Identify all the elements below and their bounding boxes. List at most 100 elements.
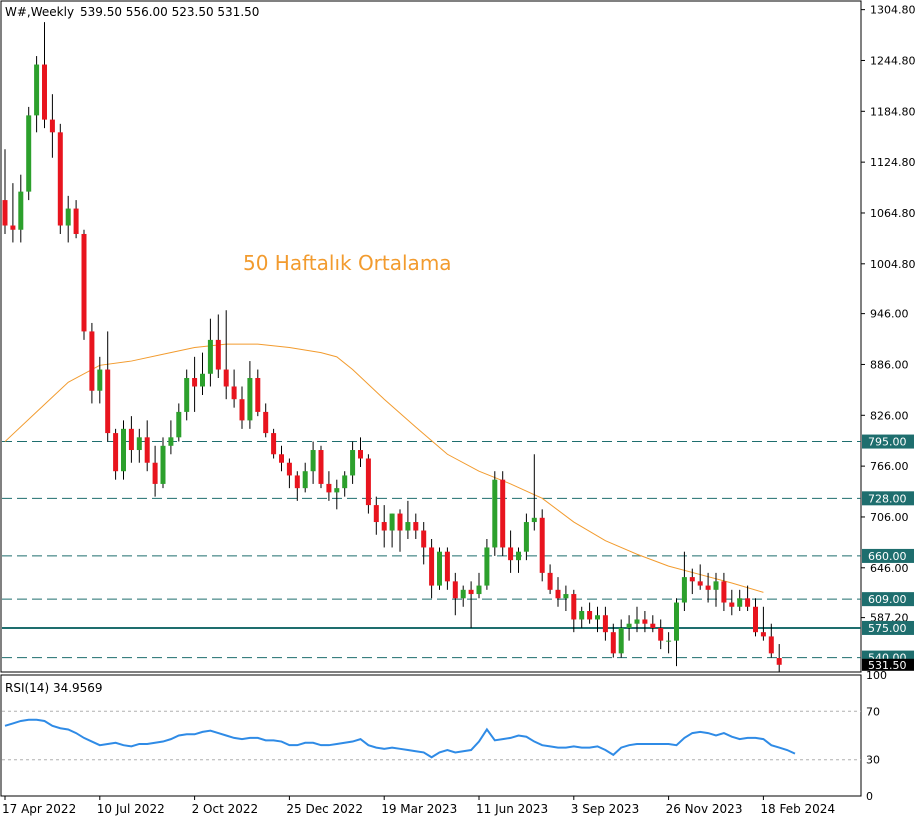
candle-body	[437, 551, 442, 586]
candle-body	[602, 615, 608, 633]
candle-body	[2, 200, 8, 226]
candle-body	[152, 462, 158, 484]
candle-body	[650, 623, 656, 628]
candle-body	[397, 513, 403, 531]
candle-body	[89, 331, 95, 391]
candle-body	[97, 369, 103, 391]
x-tick-label: 26 Nov 2023	[666, 802, 743, 816]
candle-body	[350, 450, 356, 476]
candle-body	[136, 437, 142, 451]
candle-body	[389, 513, 395, 531]
level-label-box	[862, 548, 914, 563]
candle-body	[57, 132, 63, 226]
candle-body	[231, 386, 237, 400]
rsi-tick-label: 0	[866, 790, 873, 803]
candle-body	[34, 64, 40, 116]
rsi-label: RSI(14) 34.9569	[5, 681, 103, 695]
ma-annotation: 50 Haftalık Ortalama	[243, 251, 452, 275]
level-label-box	[862, 434, 914, 449]
candle-body	[484, 547, 490, 586]
candle-body	[65, 208, 71, 226]
candle-body	[310, 450, 316, 472]
y-tick-label: 706.00	[870, 511, 909, 524]
main-pane-frame	[0, 0, 862, 673]
y-tick-label: 646.00	[870, 562, 909, 575]
candle-body	[452, 581, 458, 599]
y-tick-label: 826.00	[870, 409, 909, 422]
candle-body	[373, 505, 379, 523]
candle-body	[405, 522, 411, 531]
candle-body	[113, 433, 119, 472]
candle-body	[737, 598, 743, 607]
candle-body	[168, 437, 174, 446]
x-tick-label: 19 Mar 2023	[381, 802, 457, 816]
candle-body	[595, 615, 600, 620]
rsi-line	[4, 718, 796, 759]
candle-body	[223, 369, 229, 387]
candle-body	[492, 479, 498, 548]
level-label: 728.00	[868, 492, 907, 505]
candle-body	[294, 475, 300, 489]
level-label-box	[862, 491, 914, 506]
candle-body	[468, 589, 474, 595]
candle-body	[444, 551, 450, 582]
candle-body	[508, 547, 514, 561]
candle-body	[381, 522, 387, 531]
candle-body	[697, 581, 703, 586]
candle-body	[81, 233, 87, 332]
x-tick-label: 3 Sep 2023	[571, 802, 639, 816]
candle-body	[610, 632, 616, 654]
candle-body	[429, 547, 435, 586]
candle-body	[207, 339, 213, 374]
candle-body	[500, 479, 506, 548]
candle-body	[200, 373, 205, 387]
y-tick-label: 1184.80	[870, 105, 916, 118]
candle-body	[745, 598, 751, 607]
ma50-line	[4, 343, 764, 593]
y-tick-label: 1244.80	[870, 54, 916, 67]
candle-body	[271, 433, 277, 455]
candlesticks	[2, 22, 782, 672]
candle-body	[476, 585, 482, 595]
candle-body	[753, 606, 758, 633]
candle-body	[176, 411, 182, 438]
candle-body	[413, 522, 419, 531]
candle-body	[531, 517, 537, 523]
ohlc-readout: 539.50 556.00 523.50 531.50	[80, 5, 259, 19]
candle-body	[128, 428, 134, 451]
candle-body	[776, 658, 782, 665]
x-tick-label: 25 Dec 2022	[286, 802, 363, 816]
date-axis: 17 Apr 2022 10 Jul 2022 2 Oct 2022 25 Dec 2…	[2, 796, 835, 816]
rsi-pane: 100 70 30 0	[2, 669, 887, 803]
candle-body	[73, 208, 79, 234]
price-axis: 1304.80 1244.80 1184.80 1124.80 1064.80 1004.…	[861, 4, 916, 625]
candle-body	[642, 619, 648, 624]
candle-body	[215, 339, 221, 370]
candle-body	[721, 581, 727, 603]
y-tick-label: 946.00	[870, 308, 909, 321]
candle-body	[618, 627, 624, 654]
rsi-tick-label: 70	[866, 705, 880, 718]
candle-body	[326, 483, 332, 493]
candle-body	[279, 454, 284, 463]
candle-body	[634, 619, 640, 624]
y-tick-label: 1304.80	[870, 4, 916, 17]
level-label-box	[862, 592, 914, 607]
candle-body	[689, 577, 695, 582]
candle-body	[318, 450, 324, 484]
candle-body	[460, 589, 466, 599]
candle-body	[160, 445, 166, 484]
candle-body	[18, 191, 24, 230]
candle-body	[571, 594, 577, 620]
candle-body	[358, 450, 363, 459]
last-price-label: 531.50	[868, 659, 907, 672]
candle-body	[121, 428, 126, 472]
candle-body	[705, 585, 711, 590]
x-tick-label: 11 Jun 2023	[476, 802, 548, 816]
y-tick-label: 1004.80	[870, 258, 916, 271]
candle-body	[555, 589, 561, 599]
candle-body	[729, 602, 735, 607]
candle-body	[587, 611, 593, 620]
x-tick-label: 10 Jul 2022	[97, 802, 165, 816]
